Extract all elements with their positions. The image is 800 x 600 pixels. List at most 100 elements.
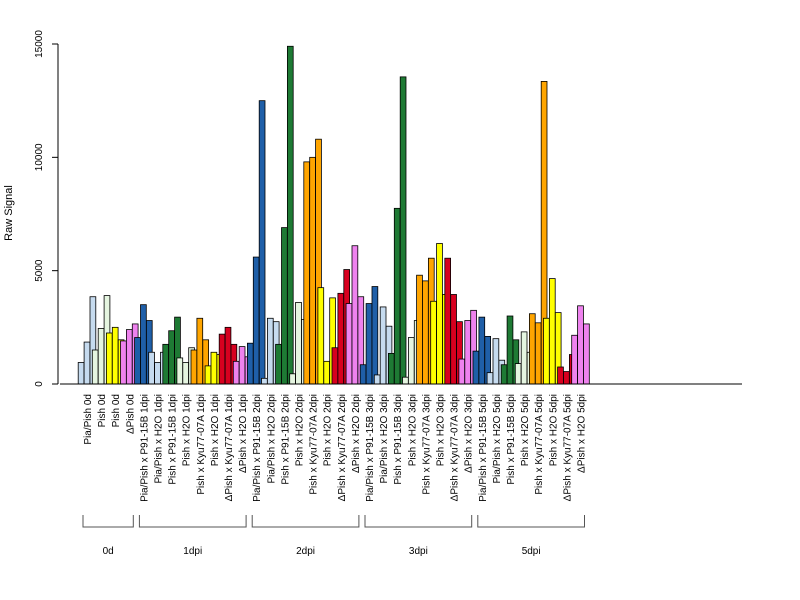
- bar: [402, 376, 409, 385]
- bar: [289, 373, 296, 385]
- y-axis-label: Raw Signal: [3, 185, 15, 241]
- bar: [210, 351, 218, 385]
- bar: [416, 274, 423, 385]
- bar: [246, 342, 254, 385]
- x-tick-label: ΔPish x H2O 1dpi: [238, 394, 249, 473]
- bar: [91, 349, 99, 385]
- x-tick-label: Pish x H2O 5dpi: [520, 394, 531, 466]
- bar: [478, 316, 486, 385]
- group-label: 3dpi: [409, 546, 428, 557]
- x-tick-label: Pish x Kyu77-07A 2dpi: [309, 394, 320, 495]
- bar: [162, 343, 170, 385]
- bar: [218, 333, 226, 385]
- bar: [224, 326, 232, 385]
- bar: [407, 337, 415, 385]
- x-tick-label: Pia/Pish x H2O 3dpi: [379, 394, 390, 484]
- bar: [323, 360, 330, 385]
- bar: [563, 371, 570, 385]
- bar: [238, 346, 246, 385]
- bar: [393, 207, 401, 385]
- bar: [549, 278, 556, 385]
- bar: [148, 351, 155, 385]
- y-axis: 0 5000 10000 15000: [34, 30, 59, 387]
- bar: [140, 304, 147, 385]
- x-tick-label: ΔPish x H2O 3dpi: [464, 394, 475, 473]
- group-bracket: [138, 515, 247, 528]
- x-tick-label: Pish 0d: [111, 394, 122, 427]
- x-tick-label: Pia/Pish x H2O 1dpi: [154, 394, 165, 484]
- bar: [450, 294, 457, 385]
- bar: [309, 156, 316, 385]
- x-tick-label: ΔPish 0d: [125, 394, 136, 434]
- bar: [303, 161, 310, 385]
- bar: [365, 303, 373, 385]
- bar: [196, 317, 204, 385]
- bar: [182, 362, 190, 385]
- bar: [399, 76, 407, 385]
- x-tick-label: Pish x H2O 3dpi: [407, 394, 418, 466]
- bar: [83, 341, 91, 385]
- bar: [111, 326, 119, 385]
- x-tick-label: Pish x H2O 3dpi: [436, 394, 447, 466]
- x-tick-label: Pish x P91-15B 5dpi: [506, 394, 517, 485]
- bar: [295, 301, 302, 385]
- bar: [261, 377, 268, 385]
- bar: [232, 360, 240, 385]
- x-tick-label: Pia/Pish x H2O 5dpi: [492, 394, 503, 484]
- bar: [422, 280, 429, 385]
- x-tick-label: Pia/Pish x P91-15B 2dpi: [252, 394, 263, 502]
- x-tick-label: Pish x H2O 2dpi: [323, 394, 334, 466]
- x-tick-label: Pish x P91-15B 1dpi: [168, 394, 179, 485]
- x-tick-label: Pia/Pish 0d: [83, 394, 94, 445]
- x-tick-label: Pish 0d: [97, 394, 108, 427]
- bar: [492, 338, 500, 385]
- y-tick-label: 5000: [34, 259, 45, 282]
- group-brackets: 0d 1dpi 2dpi 3dpi 5dpi: [82, 515, 585, 557]
- bar: [126, 329, 133, 385]
- x-tick-label: Pish x Kyu77-07A 3dpi: [421, 394, 432, 495]
- bar: [190, 349, 198, 385]
- bars: [77, 45, 590, 385]
- bar: [529, 313, 536, 385]
- bar: [543, 317, 550, 385]
- x-tick-label: Pish x P91-15B 2dpi: [280, 394, 291, 485]
- group-label: 0d: [103, 546, 114, 557]
- bar: [486, 372, 494, 385]
- bar: [577, 305, 584, 385]
- y-tick-label: 15000: [34, 30, 45, 58]
- y-tick-label: 0: [34, 381, 45, 387]
- bar: [106, 332, 113, 385]
- bar: [176, 357, 184, 385]
- bar: [464, 320, 471, 385]
- bar: [520, 331, 528, 385]
- x-tick-label: ΔPish x Kyu77-07A 2dpi: [337, 394, 348, 501]
- x-tick-label: Pia/Pish x P91-15B 1dpi: [139, 394, 150, 502]
- bar: [571, 334, 578, 385]
- group-label: 2dpi: [296, 546, 315, 557]
- x-tick-label: Pish x H2O 1dpi: [182, 394, 193, 466]
- x-tick-label: Pish x H2O 2dpi: [295, 394, 306, 466]
- x-tick-label: ΔPish x Kyu77-07A 1dpi: [224, 394, 235, 501]
- x-tick-label: ΔPish x Kyu77-07A 3dpi: [450, 394, 461, 501]
- bar: [252, 256, 260, 385]
- x-tick-label: Pia/Pish x P91-15B 3dpi: [365, 394, 376, 502]
- group-bracket: [251, 515, 360, 528]
- bar: [331, 347, 339, 385]
- bar: [337, 292, 345, 385]
- group-label: 1dpi: [183, 546, 202, 557]
- bar: [258, 100, 266, 385]
- bar: [345, 303, 353, 385]
- bar: [97, 328, 105, 385]
- group-bracket: [364, 515, 473, 528]
- bar: [373, 374, 381, 385]
- group-label: 5dpi: [522, 546, 541, 557]
- bar: [281, 227, 288, 385]
- bar: [458, 358, 466, 385]
- bar: [317, 287, 325, 385]
- x-tick-label: Pish x Kyu77-07A 5dpi: [534, 394, 545, 495]
- x-tick-label: Pia/Pish x H2O 2dpi: [266, 394, 277, 484]
- bar: [583, 323, 590, 385]
- bar: [500, 364, 508, 385]
- bar: [387, 352, 395, 385]
